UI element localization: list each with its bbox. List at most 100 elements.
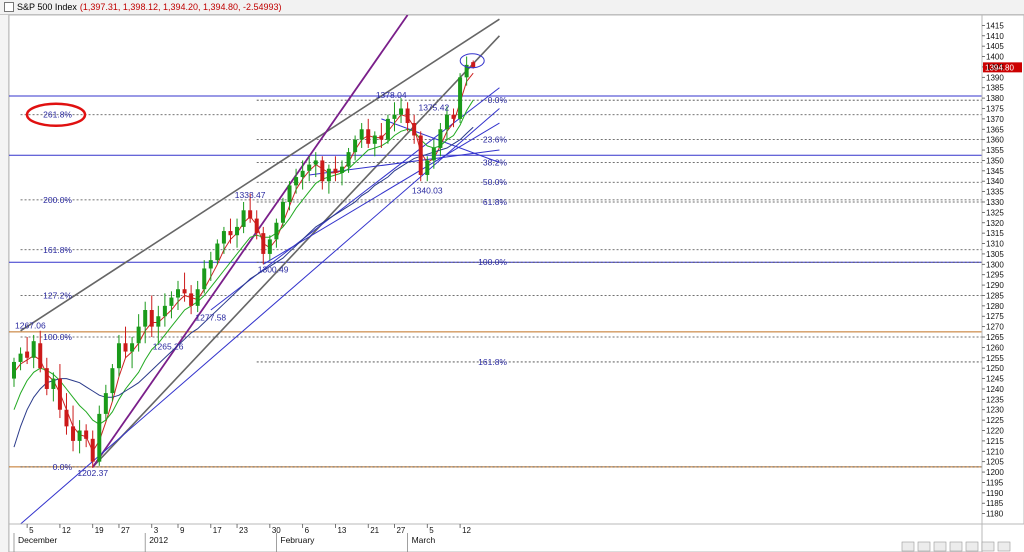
candle-body: [221, 231, 226, 244]
candle-body: [359, 129, 364, 140]
candle-body: [136, 326, 141, 344]
price-tick-label: 1400: [986, 53, 1004, 62]
candle-body: [287, 185, 292, 202]
fib-left-level-label: 0.0%: [53, 462, 73, 472]
price-tick-label: 1195: [986, 478, 1004, 487]
price-tick-label: 1230: [986, 406, 1004, 415]
trend-line: [91, 15, 409, 468]
candle-body: [399, 108, 404, 115]
fib-right-level-label: 0.0%: [488, 95, 508, 105]
price-tick-label: 1415: [986, 21, 1004, 30]
price-tick-label: 1235: [986, 395, 1004, 404]
candle-body: [418, 135, 423, 175]
scroll-button[interactable]: [901, 541, 915, 552]
candle-body: [57, 378, 62, 410]
candle-body: [71, 426, 76, 441]
scroll-button[interactable]: [997, 541, 1011, 552]
price-tick-label: 1315: [986, 229, 1004, 238]
scroll-button[interactable]: [965, 541, 979, 552]
price-tick-label: 1350: [986, 156, 1004, 165]
candle-body: [405, 108, 410, 124]
price-annotation: 1375.42: [418, 103, 449, 113]
candle-body: [353, 139, 358, 153]
price-tick-label: 1340: [986, 177, 1004, 186]
candle-body: [38, 343, 43, 369]
price-tick-label: 1410: [986, 32, 1004, 41]
candle-body: [458, 77, 463, 119]
candle-body: [451, 114, 456, 119]
price-tick-label: 1380: [986, 94, 1004, 103]
price-tick-label: 1270: [986, 323, 1004, 332]
candle-body: [84, 430, 89, 439]
candle-body: [12, 361, 16, 379]
candle-body: [18, 353, 23, 362]
fib-left-level-label: 100.0%: [43, 332, 72, 342]
candle-body: [280, 201, 285, 223]
candle-body: [471, 62, 476, 68]
highlight-ellipse: [25, 102, 87, 127]
plot-layer: [9, 15, 982, 524]
price-annotation: 1267.06: [15, 321, 46, 331]
candle-body: [182, 289, 187, 294]
candle-body: [294, 177, 299, 186]
fib-right-level-label: 161.8%: [478, 357, 507, 367]
price-tick-label: 1260: [986, 343, 1004, 352]
candle-body: [248, 210, 253, 219]
date-axis: [8, 523, 983, 552]
price-tick-label: 1200: [986, 468, 1004, 477]
candle-body: [346, 152, 351, 167]
price-tick-label: 1190: [986, 489, 1004, 498]
candle-body: [202, 268, 207, 290]
candle-body: [274, 222, 279, 240]
candle-body: [97, 413, 102, 462]
scroll-button[interactable]: [933, 541, 947, 552]
window-menu-icon[interactable]: [4, 2, 14, 12]
price-axis: [981, 14, 1024, 525]
trend-line: [263, 122, 500, 265]
price-tick-label: 1385: [986, 84, 1004, 93]
moving-average-line: [13, 126, 474, 448]
fib-right-level-label: 100.0%: [478, 257, 507, 267]
candle-body: [228, 231, 233, 236]
price-tick-label: 1275: [986, 312, 1004, 321]
price-tick-label: 1320: [986, 219, 1004, 228]
candle-body: [44, 368, 49, 389]
scroll-button[interactable]: [981, 541, 995, 552]
price-annotation: 1202.37: [77, 468, 108, 478]
candle-body: [195, 289, 200, 306]
candle-body: [110, 368, 115, 394]
instrument-title: S&P 500 Index: [17, 2, 77, 12]
trend-line: [20, 18, 500, 332]
price-tick-label: 1265: [986, 333, 1004, 342]
candle-body: [169, 297, 174, 306]
fib-left-level-label: 261.8%: [43, 110, 72, 120]
candle-body: [333, 168, 338, 173]
price-tick-label: 1375: [986, 104, 1004, 113]
price-tick-label: 1245: [986, 375, 1004, 384]
candle-body: [261, 233, 266, 254]
candle-body: [425, 160, 430, 175]
candle-body: [64, 409, 69, 427]
price-tick-label: 1325: [986, 208, 1004, 217]
date-tick-label: 30: [272, 526, 281, 535]
candle-body: [235, 226, 240, 236]
month-label: March: [412, 535, 436, 545]
candle-body: [189, 293, 194, 306]
price-annotation: 1265.26: [153, 341, 184, 351]
date-tick-label: 21: [370, 526, 379, 535]
price-tick-label: 1370: [986, 115, 1004, 124]
scroll-button[interactable]: [917, 541, 931, 552]
price-tick-label: 1395: [986, 63, 1004, 72]
price-tick-label: 1205: [986, 458, 1004, 467]
candle-body: [385, 118, 390, 140]
scroll-button[interactable]: [949, 541, 963, 552]
candle-body: [208, 260, 213, 269]
price-tick-label: 1185: [986, 499, 1004, 508]
candle-body: [156, 316, 161, 327]
date-tick-label: 5: [429, 526, 434, 535]
candle-body: [431, 147, 436, 161]
latest-price-circle: [459, 53, 485, 69]
candle-body: [392, 114, 397, 119]
scroll-controls: [901, 541, 1011, 552]
